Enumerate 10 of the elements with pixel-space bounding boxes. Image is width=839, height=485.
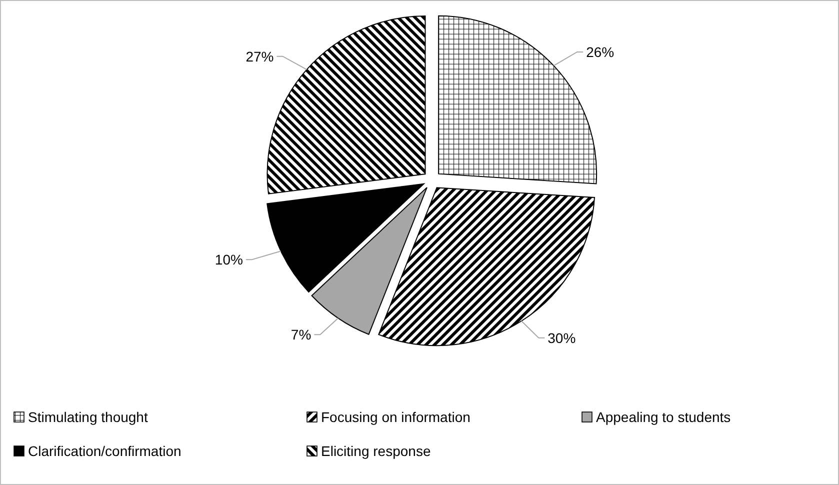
legend-label: Stimulating thought xyxy=(28,409,148,425)
data-label: 7% xyxy=(290,326,312,343)
legend-label: Clarification/confirmation xyxy=(28,443,182,459)
data-label: 30% xyxy=(548,330,576,346)
data-label: 26% xyxy=(586,44,614,60)
data-label: 10% xyxy=(214,252,243,268)
legend-label: Appealing to students xyxy=(596,409,731,425)
legend-label: Focusing on information xyxy=(321,409,470,425)
data-label: 27% xyxy=(246,48,274,64)
legend-label: Eliciting response xyxy=(321,443,431,459)
